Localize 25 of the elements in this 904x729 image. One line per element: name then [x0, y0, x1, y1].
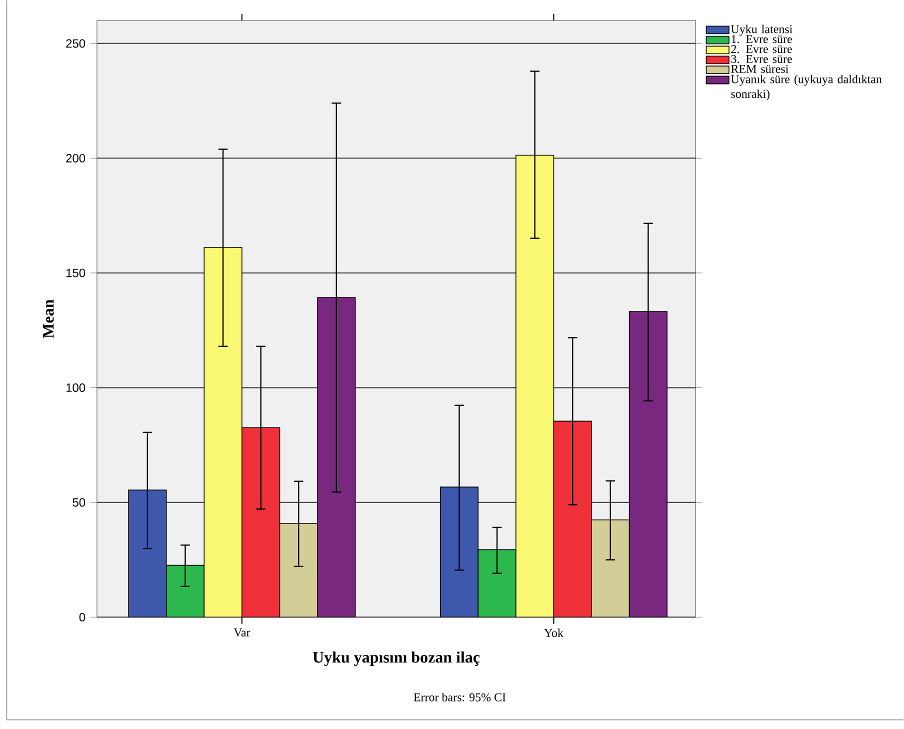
y-tick-label: 50	[72, 498, 86, 507]
y-tick-label: 200	[66, 154, 86, 162]
bar	[166, 564, 205, 618]
y-tick-label: 100	[66, 383, 86, 392]
y-tick-label: 150	[66, 268, 86, 278]
bar	[516, 154, 554, 618]
bar	[128, 490, 167, 618]
bar	[478, 549, 516, 618]
x-tick-label: Var	[234, 628, 250, 637]
x-axis-title: Uyku yapısını bozan ilaç	[312, 651, 480, 666]
bar	[591, 519, 630, 618]
bar	[204, 247, 242, 618]
y-axis-title: Mean	[43, 299, 54, 338]
y-tick-label: 250	[66, 39, 86, 48]
legend-label: REM süresi	[731, 64, 788, 73]
legend-label: Uyku latensi	[730, 24, 792, 36]
legend-label: 2. Evre süre	[731, 44, 792, 54]
text: Error bars: 95% CI	[414, 692, 506, 702]
y-tick-label: 0	[79, 612, 86, 622]
legend-label: 1. Evre süre	[732, 35, 792, 44]
legend-label: Uyanık süre (uykuya daldıktan sonraki)	[730, 74, 882, 100]
x-tick-label: Yok	[544, 628, 564, 637]
bar	[279, 523, 318, 618]
bar	[628, 311, 668, 618]
legend-label: 3. Evre süre	[731, 54, 792, 64]
